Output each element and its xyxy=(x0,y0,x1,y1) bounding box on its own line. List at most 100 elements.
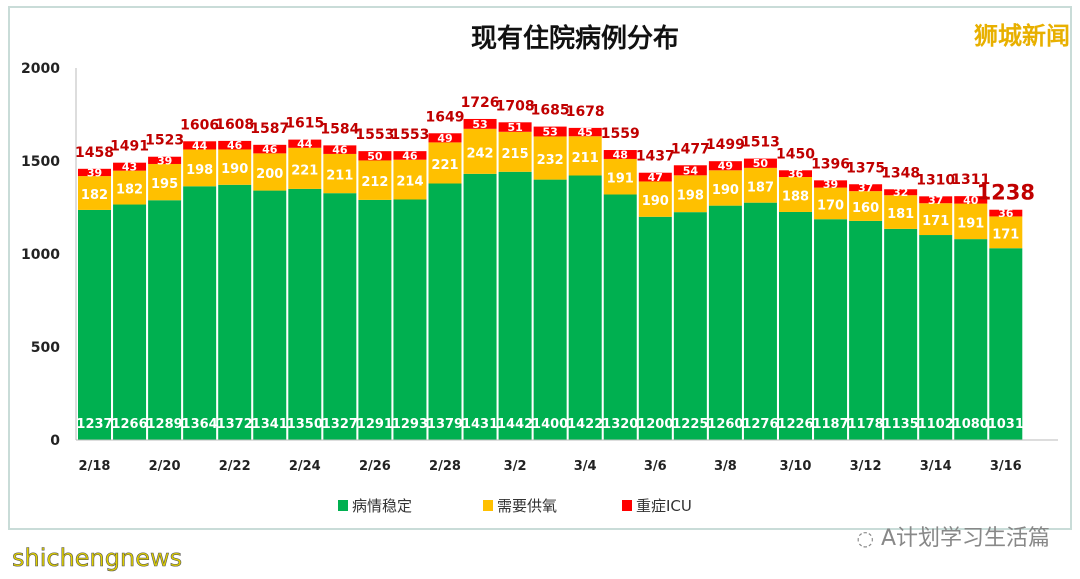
data-label-stable: 1293 xyxy=(392,417,428,432)
data-label-stable: 1200 xyxy=(637,417,673,432)
bar-segment-stable xyxy=(884,228,918,440)
bar-segment-stable xyxy=(78,209,111,440)
data-label-stable: 1291 xyxy=(357,417,393,432)
bar-segment-icu xyxy=(708,161,742,171)
y-tick-label: 500 xyxy=(31,340,60,356)
bar-segment-stable xyxy=(358,199,392,440)
bar-segment-icu xyxy=(814,180,848,188)
data-label-icu: 37 xyxy=(928,194,943,207)
legend-swatch xyxy=(338,500,348,511)
bar-segment-icu xyxy=(919,196,953,204)
total-label: 1523 xyxy=(145,133,184,149)
bar-segment-oxygen xyxy=(323,153,357,194)
bar-segment-icu xyxy=(638,172,672,182)
data-label-stable: 1276 xyxy=(742,417,778,432)
bar-segment-oxygen xyxy=(428,142,462,184)
data-label-icu: 37 xyxy=(858,182,873,195)
bar-segment-oxygen xyxy=(358,160,392,200)
data-label-oxygen: 200 xyxy=(256,167,283,182)
x-tick-label: 3/4 xyxy=(574,459,597,474)
data-label-oxygen: 182 xyxy=(116,183,143,198)
bar-segment-stable xyxy=(463,173,497,441)
bar-segment-oxygen xyxy=(253,153,287,191)
data-label-stable: 1260 xyxy=(707,417,743,432)
data-label-icu: 44 xyxy=(297,138,313,151)
bar-segment-stable xyxy=(673,212,707,440)
data-label-icu: 49 xyxy=(437,132,452,145)
bar-segment-oxygen xyxy=(849,191,883,221)
x-tick-label: 2/20 xyxy=(149,459,181,474)
bar-segment-stable xyxy=(533,179,567,440)
data-label-icu: 46 xyxy=(262,143,278,156)
data-label-oxygen: 170 xyxy=(817,198,844,213)
bar-segment-stable xyxy=(113,204,147,440)
data-label-stable: 1031 xyxy=(988,417,1024,432)
bar-segment-stable xyxy=(323,193,357,440)
bar-segment-icu xyxy=(393,151,427,160)
data-label-stable: 1135 xyxy=(883,417,919,432)
bar-segment-icu xyxy=(463,118,497,129)
total-label: 1450 xyxy=(776,146,815,162)
data-label-stable: 1226 xyxy=(777,417,813,432)
data-label-oxygen: 221 xyxy=(291,163,318,178)
bar-segment-stable xyxy=(708,205,742,440)
data-label-oxygen: 195 xyxy=(151,177,178,192)
data-label-stable: 1225 xyxy=(672,417,708,432)
bar-segment-stable xyxy=(989,248,1023,440)
data-label-icu: 51 xyxy=(507,121,522,134)
watermark-bottom-right: ◌ A计划学习生活篇 xyxy=(856,520,1050,552)
total-label: 1437 xyxy=(636,149,675,165)
legend-label: 病情稳定 xyxy=(352,497,412,515)
total-label: 1708 xyxy=(496,98,535,114)
data-label-icu: 36 xyxy=(788,168,804,181)
total-label: 1396 xyxy=(811,156,850,172)
bar-segment-oxygen xyxy=(393,159,427,200)
data-label-stable: 1102 xyxy=(918,417,954,432)
data-label-oxygen: 198 xyxy=(186,163,213,178)
legend-swatch xyxy=(483,500,493,511)
data-label-oxygen: 190 xyxy=(221,162,248,177)
bar-segment-oxygen xyxy=(919,203,953,236)
bar-segment-icu xyxy=(323,145,357,154)
x-tick-label: 2/24 xyxy=(289,459,321,474)
bar-segment-icu xyxy=(849,184,883,192)
bar-segment-oxygen xyxy=(463,128,497,174)
data-label-icu: 45 xyxy=(578,126,593,139)
x-tick-label: 3/16 xyxy=(990,459,1022,474)
data-label-stable: 1266 xyxy=(111,417,147,432)
x-tick-label: 3/14 xyxy=(920,459,952,474)
bar-segment-icu xyxy=(288,139,322,148)
x-tick-label: 2/22 xyxy=(219,459,251,474)
total-label: 1458 xyxy=(75,145,114,161)
bar-segment-stable xyxy=(218,184,252,440)
data-label-oxygen: 171 xyxy=(992,227,1019,242)
data-label-stable: 1341 xyxy=(252,417,288,432)
bar-segment-oxygen xyxy=(814,187,848,220)
x-tick-label: 3/8 xyxy=(714,459,737,474)
legend-label: 重症ICU xyxy=(636,497,692,515)
data-label-oxygen: 211 xyxy=(326,169,353,184)
bar-segment-oxygen xyxy=(183,149,217,187)
data-label-oxygen: 212 xyxy=(361,175,388,190)
data-label-icu: 49 xyxy=(718,160,733,173)
total-label: 1559 xyxy=(601,126,640,142)
bar-segment-oxygen xyxy=(568,136,602,176)
bar-segment-oxygen xyxy=(498,131,532,172)
data-label-stable: 1327 xyxy=(322,417,358,432)
watermark-bottom-left: shichengnews xyxy=(12,544,183,573)
x-tick-label: 3/10 xyxy=(780,459,812,474)
data-label-stable: 1364 xyxy=(182,417,218,432)
data-label-icu: 53 xyxy=(542,126,557,139)
total-label: 1311 xyxy=(951,172,990,188)
bar-segment-icu xyxy=(954,196,988,204)
x-tick-label: 2/28 xyxy=(429,459,461,474)
bar-segment-stable xyxy=(603,194,637,440)
bar-segment-stable xyxy=(743,202,777,440)
bar-segment-oxygen xyxy=(148,163,182,201)
total-label: 1499 xyxy=(706,137,745,153)
total-label: 1348 xyxy=(881,165,920,181)
bar-segment-oxygen xyxy=(603,158,637,195)
x-tick-label: 3/12 xyxy=(850,459,882,474)
watermark-bottom-right-text: A计划学习生活篇 xyxy=(880,526,1050,551)
bar-segment-stable xyxy=(779,211,812,440)
